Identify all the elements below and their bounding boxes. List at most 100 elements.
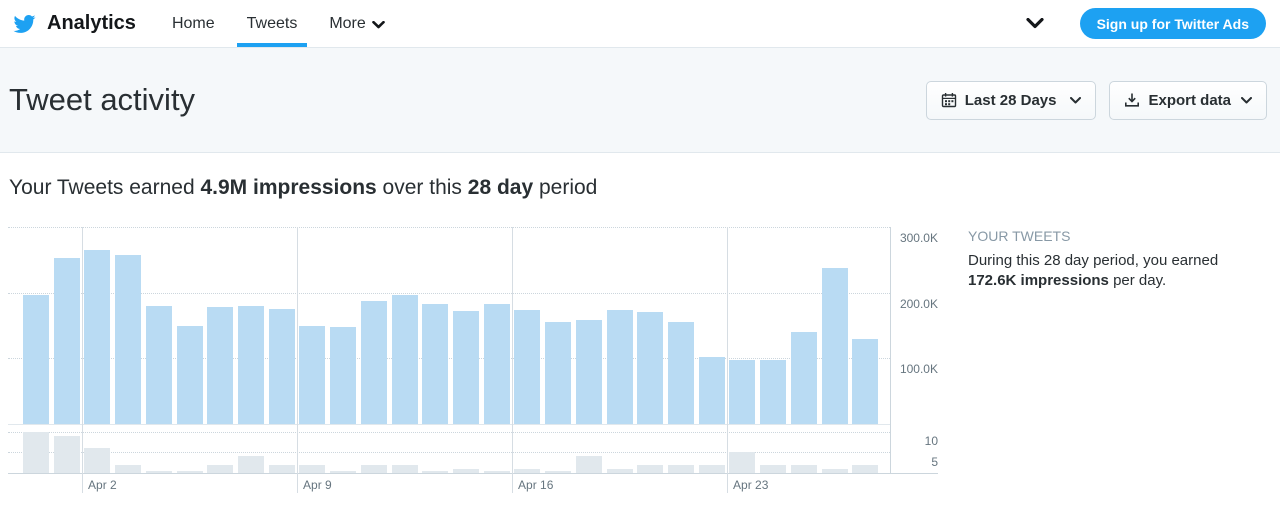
impressions-bar[interactable] <box>207 307 234 424</box>
tweets-bar[interactable] <box>207 464 234 473</box>
analytics-brand[interactable]: Analytics <box>11 12 136 35</box>
tweets-bar[interactable] <box>483 471 510 473</box>
tweets-bar[interactable] <box>360 464 387 473</box>
impressions-gridline <box>8 292 890 294</box>
tweets-bar[interactable] <box>22 431 49 473</box>
avg-impressions-value: 172.6K impressions <box>968 272 1109 289</box>
impressions-bar[interactable] <box>330 327 357 424</box>
impressions-bar[interactable] <box>729 359 756 424</box>
tweets-bar[interactable] <box>176 471 203 473</box>
impressions-bar[interactable] <box>268 309 295 424</box>
tweets-bar[interactable] <box>729 452 756 473</box>
impressions-bar[interactable] <box>452 311 479 424</box>
impressions-bar[interactable] <box>22 294 49 424</box>
x-axis-label: Apr 16 <box>518 477 554 492</box>
main-nav: Home Tweets More <box>156 0 401 47</box>
tweets-axis-label: 5 <box>931 454 938 469</box>
impressions-axis-label: 300.0K <box>899 231 938 245</box>
export-data-button[interactable]: Export data <box>1109 80 1267 120</box>
date-range-button[interactable]: Last 28 Days <box>925 80 1097 120</box>
impressions-bar[interactable] <box>145 306 172 424</box>
total-impressions-value: 4.9M impressions <box>200 176 377 199</box>
tweets-bar[interactable] <box>84 448 111 473</box>
impressions-summary: Your Tweets earned 4.9M impressions over… <box>9 176 598 199</box>
impressions-bar[interactable] <box>115 255 142 424</box>
nav-item-tweets[interactable]: Tweets <box>236 0 308 47</box>
navbar-right: Sign up for Twitter Ads <box>1025 8 1280 39</box>
impressions-bar[interactable] <box>637 311 664 424</box>
tweets-gridline <box>8 431 890 433</box>
week-gridline <box>512 227 514 493</box>
download-icon <box>1125 93 1140 107</box>
impressions-bar[interactable] <box>852 339 879 424</box>
impressions-bar[interactable] <box>422 303 449 424</box>
impressions-bar[interactable] <box>483 303 510 424</box>
tweets-bar[interactable] <box>760 464 787 473</box>
chevron-down-icon <box>1070 96 1082 103</box>
impressions-bar[interactable] <box>821 267 848 424</box>
tweets-bar[interactable] <box>698 464 725 473</box>
week-gridline <box>297 227 299 493</box>
impressions-bar[interactable] <box>760 360 787 424</box>
brand-name: Analytics <box>47 12 136 34</box>
impressions-bar[interactable] <box>360 300 387 424</box>
impressions-bar[interactable] <box>84 249 111 424</box>
top-navbar: Analytics Home Tweets More Sign up f <box>0 0 1280 48</box>
impressions-bar[interactable] <box>545 322 572 424</box>
impressions-bar[interactable] <box>391 295 418 424</box>
period-length-value: 28 day <box>467 176 534 199</box>
impressions-bar[interactable] <box>53 257 80 424</box>
chevron-down-icon <box>371 20 385 28</box>
your-tweets-panel: YOUR TWEETS During this 28 day period, y… <box>968 228 1253 291</box>
x-axis-label: Apr 23 <box>733 477 769 492</box>
impressions-axis-label: 200.0K <box>899 296 938 311</box>
impressions-bar[interactable] <box>575 320 602 424</box>
page-title: Tweet activity <box>9 82 196 117</box>
tweets-bar[interactable] <box>821 468 848 473</box>
tweets-bar[interactable] <box>391 464 418 473</box>
impressions-bar[interactable] <box>514 309 541 424</box>
impressions-bar[interactable] <box>698 357 725 424</box>
tweets-bar[interactable] <box>268 464 295 473</box>
account-menu-chevron-icon[interactable] <box>1025 18 1044 29</box>
tweets-bar[interactable] <box>452 468 479 473</box>
tweets-bar[interactable] <box>330 471 357 473</box>
panel-heading: YOUR TWEETS <box>968 228 1071 244</box>
impressions-bar[interactable] <box>237 305 264 424</box>
impressions-bar[interactable] <box>606 309 633 424</box>
x-axis-label: Apr 2 <box>88 477 117 492</box>
chevron-down-icon <box>1241 96 1252 103</box>
impressions-bar[interactable] <box>299 325 326 424</box>
tweets-bar[interactable] <box>667 464 694 473</box>
nav-item-more[interactable]: More <box>319 0 394 47</box>
impressions-bar[interactable] <box>667 322 694 424</box>
panel-text: During this 28 day period, you earned 17… <box>968 252 1219 289</box>
header-actions: Last 28 Days Export data <box>925 80 1267 120</box>
impressions-gridline <box>8 358 890 360</box>
signup-twitter-ads-button[interactable]: Sign up for Twitter Ads <box>1079 8 1266 39</box>
page-header: Tweet activity Last 28 Days <box>0 48 1280 153</box>
impressions-axis-label: 100.0K <box>899 362 938 377</box>
tweets-bar[interactable] <box>545 471 572 473</box>
tweets-bar[interactable] <box>790 464 817 473</box>
nav-item-home[interactable]: Home <box>171 14 215 32</box>
tweets-gridline <box>8 452 890 454</box>
tweets-bar[interactable] <box>514 468 541 473</box>
impressions-bar[interactable] <box>790 332 817 424</box>
tweets-bar[interactable] <box>299 464 326 473</box>
tweets-bar[interactable] <box>422 471 449 473</box>
tweets-bar[interactable] <box>237 456 264 473</box>
tweets-bar[interactable] <box>115 464 142 473</box>
tweets-bar[interactable] <box>53 435 80 473</box>
tweets-bar[interactable] <box>606 468 633 473</box>
impressions-gridline <box>8 227 890 228</box>
chart-right-border <box>890 227 891 474</box>
tweets-bar[interactable] <box>852 464 879 473</box>
calendar-icon <box>941 93 956 108</box>
tweets-bar[interactable] <box>145 471 172 473</box>
tweets-bar[interactable] <box>575 456 602 473</box>
impressions-bar[interactable] <box>176 325 203 424</box>
tweets-bar[interactable] <box>637 464 664 473</box>
